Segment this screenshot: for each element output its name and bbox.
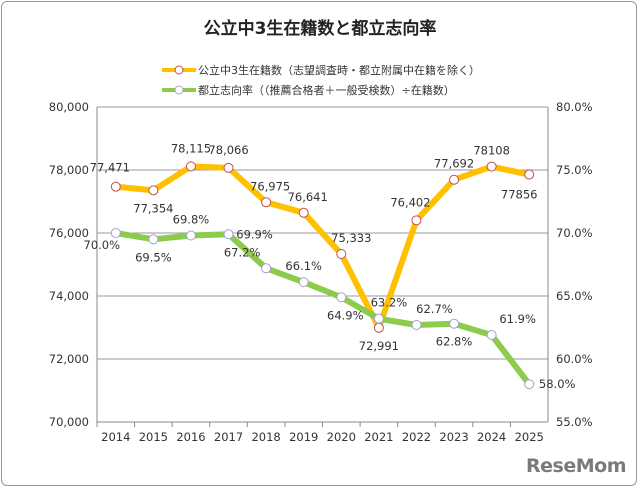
data-point xyxy=(110,181,121,192)
data-label: 70.0% xyxy=(84,238,121,252)
data-label: 78108 xyxy=(473,144,510,158)
y-right-tick-label: 70.0% xyxy=(556,226,593,240)
data-point xyxy=(223,162,234,173)
data-label: 75,333 xyxy=(331,231,371,245)
y-left-tick-label: 80,000 xyxy=(49,100,89,114)
data-label: 77,692 xyxy=(434,157,474,171)
x-tick-label: 2017 xyxy=(214,430,243,444)
x-tick-label: 2025 xyxy=(515,430,544,444)
series-line-1 xyxy=(115,230,532,387)
legend-label: 都立志向率（（推薦合格者＋一般受検数）÷在籍数） xyxy=(198,84,455,97)
data-label: 58.0% xyxy=(539,377,576,391)
x-tick-label: 2024 xyxy=(477,430,506,444)
data-label: 63.2% xyxy=(371,296,408,310)
data-label: 78,066 xyxy=(208,143,248,157)
y-right-tick-label: 80.0% xyxy=(556,100,593,114)
data-point xyxy=(148,234,159,245)
legend-marker-green xyxy=(162,85,196,95)
x-tick-label: 2022 xyxy=(402,430,431,444)
y-left-tick-label: 72,000 xyxy=(49,352,89,366)
data-point xyxy=(373,322,384,333)
x-tick-label: 2020 xyxy=(327,430,356,444)
data-point xyxy=(261,197,272,208)
y-left-tick-label: 74,000 xyxy=(49,289,89,303)
data-point xyxy=(411,215,422,226)
data-point xyxy=(486,330,497,341)
data-label: 77,471 xyxy=(90,161,130,175)
x-tick-label: 2018 xyxy=(251,430,280,444)
data-label: 77856 xyxy=(501,188,538,202)
x-tick-label: 2023 xyxy=(439,430,468,444)
data-label: 67.2% xyxy=(224,245,261,259)
y-left-tick-label: 70,000 xyxy=(49,415,89,429)
data-point xyxy=(185,161,196,172)
data-point xyxy=(110,228,121,238)
data-label: 61.9% xyxy=(499,312,536,326)
resemom-logo: ReseMom xyxy=(526,455,626,477)
data-point xyxy=(185,230,196,241)
data-point xyxy=(449,318,460,329)
legend-item-enrollment: 公立中3生在籍数（志望調査時・都立附属中在籍を除く） xyxy=(162,62,480,78)
data-label: 77,354 xyxy=(133,201,173,215)
y-right-tick-label: 75.0% xyxy=(556,163,593,177)
data-label: 62.7% xyxy=(416,302,453,316)
data-point xyxy=(336,292,347,303)
data-label: 76,975 xyxy=(250,179,290,193)
legend-item-rate: 都立志向率（（推薦合格者＋一般受検数）÷在籍数） xyxy=(162,82,455,98)
data-point xyxy=(336,249,347,260)
x-tick-label: 2021 xyxy=(364,430,393,444)
data-point xyxy=(524,379,535,390)
data-point xyxy=(298,277,309,288)
data-label: 76,402 xyxy=(390,195,430,209)
legend-marker-orange xyxy=(162,65,196,75)
x-tick-label: 2016 xyxy=(176,430,205,444)
data-label: 62.8% xyxy=(436,335,473,349)
data-point xyxy=(411,319,422,330)
x-tick-label: 2014 xyxy=(101,430,130,444)
legend-label: 公立中3生在籍数（志望調査時・都立附属中在籍を除く） xyxy=(198,64,480,77)
y-right-tick-label: 55.0% xyxy=(556,415,593,429)
data-point xyxy=(524,169,535,180)
data-label: 72,991 xyxy=(359,339,399,353)
x-tick-label: 2019 xyxy=(289,430,318,444)
data-point xyxy=(148,185,159,196)
data-point xyxy=(449,174,460,185)
data-label: 78,115 xyxy=(171,141,211,155)
chart-title: 公立中3生在籍数と都立志向率 xyxy=(203,19,437,39)
data-label: 66.1% xyxy=(285,259,322,273)
data-point xyxy=(373,313,384,324)
data-label: 69.8% xyxy=(173,213,210,227)
data-label: 69.9% xyxy=(236,227,273,241)
data-point xyxy=(486,161,497,172)
data-label: 76,641 xyxy=(288,190,328,204)
x-tick-label: 2015 xyxy=(139,430,168,444)
data-label: 69.5% xyxy=(135,250,172,264)
data-point xyxy=(261,263,272,274)
y-left-tick-label: 76,000 xyxy=(49,226,89,240)
data-point xyxy=(298,207,309,218)
y-left-tick-label: 78,000 xyxy=(49,163,89,177)
data-point xyxy=(223,229,234,240)
data-label: 64.9% xyxy=(327,308,364,322)
series-line-0 xyxy=(115,163,530,331)
y-right-tick-label: 60.0% xyxy=(556,352,593,366)
y-right-tick-label: 65.0% xyxy=(556,289,593,303)
